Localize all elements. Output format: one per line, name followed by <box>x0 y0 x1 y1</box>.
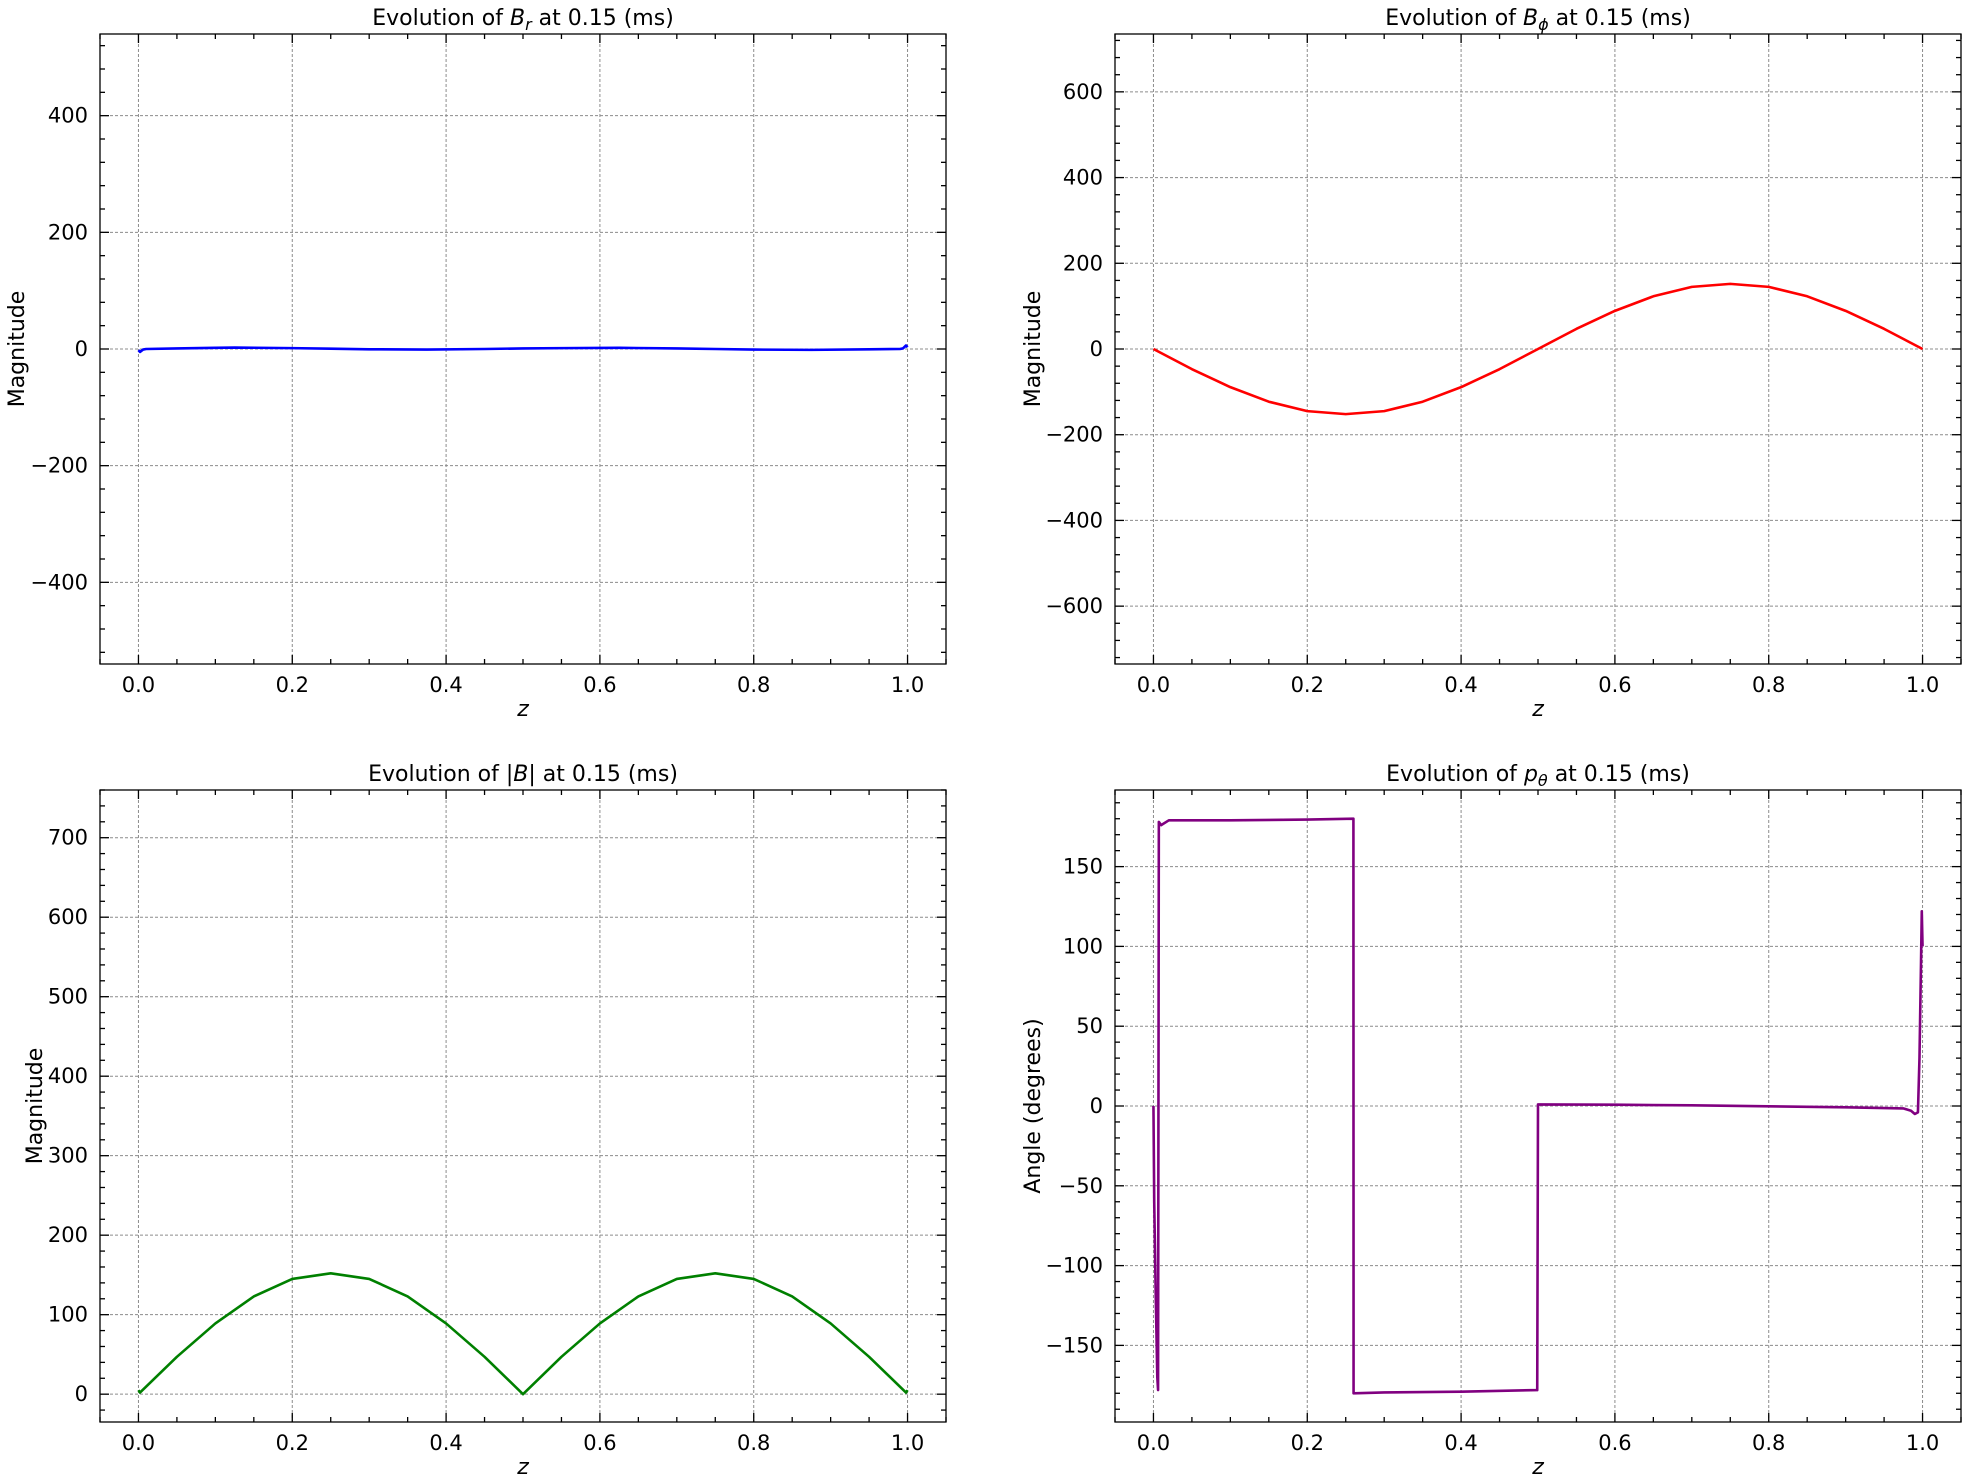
ptheta-y-axis-label: Angle (degrees) <box>1021 1018 1046 1193</box>
babs-grid <box>100 790 946 1422</box>
y-tick-label: 100 <box>48 1303 88 1327</box>
x-tick-label: 0.2 <box>1291 1431 1324 1455</box>
bphi-ticks <box>1114 34 1962 664</box>
babs-axes-frame <box>99 789 947 1423</box>
y-tick-label: 100 <box>1063 934 1103 958</box>
bphi-x-axis-label: z <box>1531 697 1544 722</box>
babs-ticks <box>99 789 947 1422</box>
y-tick-label: −600 <box>1045 594 1103 618</box>
y-tick-label: −400 <box>1045 508 1103 532</box>
x-tick-label: 0.0 <box>1137 673 1170 697</box>
y-tick-label: −100 <box>1045 1254 1103 1278</box>
bphi-grid <box>1115 34 1961 664</box>
ptheta-title: Evolution of pθ at 0.15 (ms) <box>1386 762 1690 790</box>
y-tick-label: 600 <box>48 905 88 929</box>
y-tick-label: 200 <box>48 1223 88 1247</box>
x-tick-label: 0.0 <box>122 1431 155 1455</box>
y-tick-label: −400 <box>30 570 88 594</box>
y-tick-label: 200 <box>1063 251 1103 275</box>
x-tick-label: 0.8 <box>1752 1431 1785 1455</box>
y-tick-label: 0 <box>1090 1094 1103 1118</box>
x-tick-label: 1.0 <box>1906 1431 1939 1455</box>
babs-x-axis-label: z <box>516 1455 529 1480</box>
y-tick-label: −50 <box>1059 1174 1103 1198</box>
x-tick-label: 0.8 <box>1752 673 1785 697</box>
y-tick-label: 400 <box>1063 166 1103 190</box>
y-tick-label: −200 <box>1045 423 1103 447</box>
x-tick-label: 0.0 <box>122 673 155 697</box>
br-x-axis-label: z <box>516 697 529 722</box>
x-tick-label: 1.0 <box>891 673 924 697</box>
subplot-br: 0.0 0.2 0.4 0.6 0.8 1.0 −400 −200 0 200 400 z Magnit… <box>5 6 947 722</box>
babs-series-line <box>137 1272 909 1396</box>
y-tick-label: 0 <box>1090 337 1103 361</box>
x-tick-label: 0.4 <box>429 1431 462 1455</box>
br-ticks <box>99 34 947 664</box>
bphi-y-axis-label: Magnitude <box>1021 291 1046 408</box>
y-tick-label: −200 <box>30 454 88 478</box>
bphi-title: Evolution of Bϕ at 0.15 (ms) <box>1385 6 1691 34</box>
y-tick-label: 150 <box>1063 855 1103 879</box>
x-tick-label: 0.4 <box>429 673 462 697</box>
ptheta-series-line <box>1152 817 1924 1395</box>
x-tick-label: 0.4 <box>1444 1431 1477 1455</box>
ptheta-x-axis-label: z <box>1531 1455 1544 1480</box>
x-tick-label: 0.6 <box>583 1431 616 1455</box>
y-tick-label: 500 <box>48 985 88 1009</box>
y-tick-label: 0 <box>75 337 88 361</box>
y-tick-label: 700 <box>48 826 88 850</box>
br-y-axis-label: Magnitude <box>5 291 30 408</box>
subplot-babs: 0.0 0.2 0.4 0.6 0.8 1.0 0 100 200 300 400 500 600 700… <box>23 762 947 1480</box>
subplot-bphi: 0.0 0.2 0.4 0.6 0.8 1.0 −600 −400 −200 0 200 400 600… <box>1021 6 1962 722</box>
x-tick-label: 1.0 <box>891 1431 924 1455</box>
x-tick-label: 0.8 <box>737 673 770 697</box>
br-title: Evolution of Br at 0.15 (ms) <box>372 6 674 34</box>
y-tick-label: −150 <box>1045 1333 1103 1357</box>
x-tick-label: 0.0 <box>1137 1431 1170 1455</box>
ptheta-ticks <box>1114 790 1962 1422</box>
y-tick-label: 0 <box>75 1382 88 1406</box>
y-tick-label: 400 <box>48 1064 88 1088</box>
y-tick-label: 300 <box>48 1144 88 1168</box>
y-tick-label: 400 <box>48 104 88 128</box>
x-tick-label: 0.2 <box>276 1431 309 1455</box>
x-tick-label: 0.6 <box>583 673 616 697</box>
y-tick-label: 200 <box>48 220 88 244</box>
y-tick-label: 600 <box>1063 80 1103 104</box>
babs-y-axis-label: Magnitude <box>23 1048 48 1165</box>
x-tick-label: 0.2 <box>276 673 309 697</box>
subplot-ptheta: 0.0 0.2 0.4 0.6 0.8 1.0 −150 −100 −50 0 50 100 150 z A… <box>1021 762 1962 1480</box>
br-series-line <box>137 344 909 354</box>
y-tick-label: 50 <box>1076 1014 1103 1038</box>
x-tick-label: 0.6 <box>1598 673 1631 697</box>
x-tick-label: 0.8 <box>737 1431 770 1455</box>
x-tick-label: 1.0 <box>1906 673 1939 697</box>
x-tick-label: 0.6 <box>1598 1431 1631 1455</box>
x-tick-label: 0.2 <box>1291 673 1324 697</box>
bphi-series-line <box>1152 282 1924 416</box>
x-tick-label: 0.4 <box>1444 673 1477 697</box>
babs-title: Evolution of |B| at 0.15 (ms) <box>368 762 678 787</box>
